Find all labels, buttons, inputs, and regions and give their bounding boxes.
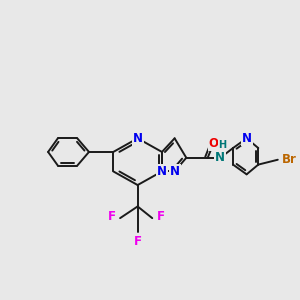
Text: H: H	[218, 140, 226, 150]
Text: N: N	[242, 132, 252, 145]
Text: N: N	[169, 165, 180, 178]
Text: N: N	[215, 151, 225, 164]
Text: Br: Br	[282, 153, 297, 166]
Text: F: F	[108, 210, 116, 223]
Text: O: O	[208, 137, 218, 150]
Text: N: N	[157, 165, 167, 178]
Text: F: F	[157, 210, 165, 223]
Text: F: F	[134, 235, 142, 248]
Text: N: N	[133, 132, 142, 145]
